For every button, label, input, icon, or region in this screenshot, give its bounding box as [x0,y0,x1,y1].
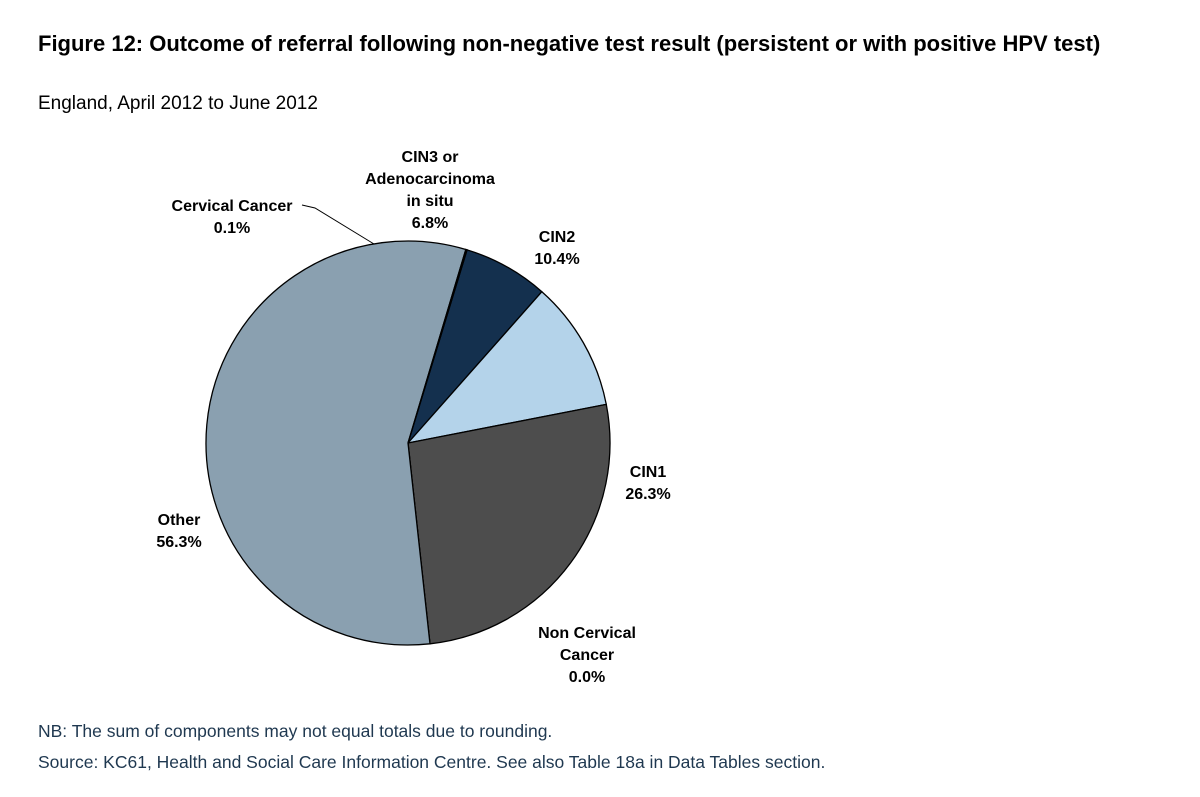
pie-slice-cervical-cancer [407,248,468,444]
pie-leader-lines [301,204,375,245]
pie-slice-cin1 [407,403,611,645]
chart-title: Figure 12: Outcome of referral following… [38,31,1101,56]
pie-slice-cin2 [406,290,608,445]
pie-slice-other [205,240,467,646]
chart-subtitle: England, April 2012 to June 2012 [38,93,318,114]
pie-label-cin3-or-adenocarcinoma-in-situ: CIN3 or Adenocarcinoma in situ 6.8% [365,149,495,232]
pie-label-other: Other 56.3% [156,512,201,551]
leader-line-cervical-cancer [301,204,375,245]
pie-label-cin1: CIN1 26.3% [625,464,670,503]
pie-slices [205,240,611,646]
footnote-source: Source: KC61, Health and Social Care Inf… [38,752,826,772]
pie-label-cin2: CIN2 10.4% [534,229,579,268]
footnote-note: NB: The sum of components may not equal … [38,721,553,741]
pie-label-non-cervical-cancer: Non Cervical Cancer 0.0% [538,625,636,686]
pie-labels: CIN3 or Adenocarcinoma in situ 6.8% CIN2 10.4… [156,149,670,686]
pie-label-cervical-cancer: Cervical Cancer 0.1% [172,198,293,237]
